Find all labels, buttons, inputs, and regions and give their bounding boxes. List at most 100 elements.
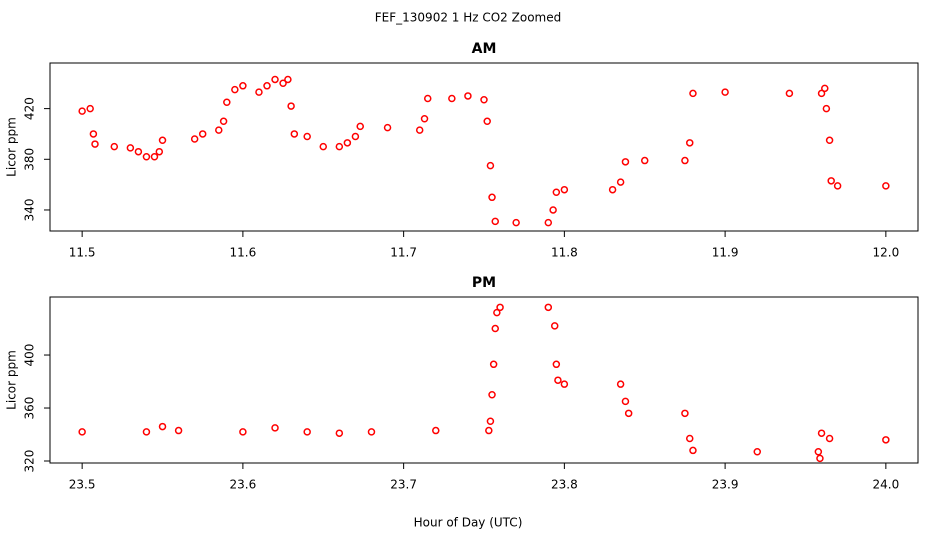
x-tick-label: 12.0 [872, 246, 899, 260]
x-tick-label: 11.6 [230, 246, 257, 260]
point [142, 153, 151, 161]
point [685, 434, 694, 443]
point [356, 122, 364, 131]
point [223, 98, 231, 107]
point [488, 391, 496, 399]
point [621, 397, 630, 406]
point [554, 376, 562, 384]
point [560, 185, 569, 194]
point [198, 130, 207, 138]
x-axis-label: Hour of Day (UTC) [414, 516, 523, 530]
point [150, 153, 159, 161]
point [158, 422, 167, 431]
point [231, 85, 239, 94]
point [255, 88, 263, 96]
x-tick-label: 11.8 [551, 246, 578, 260]
point [491, 324, 500, 333]
x-tick-label: 23.5 [69, 478, 96, 492]
panel-title: PM [472, 275, 496, 291]
point [825, 434, 834, 443]
point [616, 380, 625, 388]
point [239, 82, 247, 90]
x-tick-label: 23.9 [712, 478, 739, 492]
point [303, 132, 311, 141]
point [86, 104, 94, 113]
point [689, 89, 697, 98]
point [284, 75, 292, 84]
point [335, 429, 344, 437]
x-tick-label: 11.5 [69, 246, 96, 260]
point [685, 139, 694, 147]
point [155, 147, 164, 156]
plot-box [49, 62, 919, 232]
point [817, 429, 826, 437]
y-axis-label: Licor ppm [5, 350, 19, 410]
point [89, 130, 98, 138]
y-tick-label: 340 [23, 199, 37, 222]
point [608, 185, 617, 194]
point [544, 303, 553, 312]
point [126, 144, 135, 152]
y-tick-label: 380 [23, 148, 37, 171]
point [552, 360, 561, 369]
point [110, 142, 119, 151]
point [689, 446, 697, 455]
y-tick-label: 360 [23, 397, 37, 420]
point [290, 130, 299, 138]
point [423, 94, 432, 103]
point [833, 182, 842, 190]
point [134, 147, 143, 156]
point [681, 156, 689, 165]
point [383, 123, 392, 132]
point [483, 117, 491, 126]
point [335, 142, 344, 151]
point [489, 360, 498, 369]
y-tick-label: 420 [23, 97, 37, 120]
point [825, 136, 834, 145]
point [550, 322, 559, 330]
x-tick-label: 24.0 [872, 478, 899, 492]
point [448, 94, 456, 103]
panel-title: AM [472, 41, 497, 57]
x-tick-label: 11.7 [390, 246, 417, 260]
point [496, 303, 504, 312]
y-tick-label: 400 [23, 344, 37, 367]
point [174, 426, 183, 435]
point [219, 117, 228, 126]
point [821, 84, 829, 93]
point [560, 380, 569, 388]
point [343, 139, 352, 147]
point [271, 75, 279, 84]
y-axis-label: Licor ppm [5, 117, 19, 177]
x-tick-label: 11.9 [712, 246, 739, 260]
point [239, 428, 247, 436]
point [485, 426, 493, 435]
y-tick-label: 320 [23, 450, 37, 473]
point [753, 447, 762, 456]
point [420, 114, 429, 123]
point [415, 126, 424, 134]
point [279, 79, 287, 88]
point [882, 436, 890, 444]
point [491, 217, 500, 226]
point [488, 193, 496, 202]
point [621, 158, 630, 166]
point [351, 132, 360, 141]
point [287, 102, 295, 110]
point [263, 82, 271, 90]
point [319, 142, 328, 151]
point [215, 126, 223, 134]
point [493, 308, 501, 317]
point [367, 428, 376, 436]
point [190, 135, 199, 143]
point [142, 428, 151, 436]
point [486, 417, 495, 426]
point [624, 409, 633, 418]
point [822, 104, 831, 113]
point [785, 89, 794, 98]
point [480, 95, 488, 104]
point [78, 428, 86, 436]
point [78, 107, 86, 115]
point [827, 177, 835, 185]
